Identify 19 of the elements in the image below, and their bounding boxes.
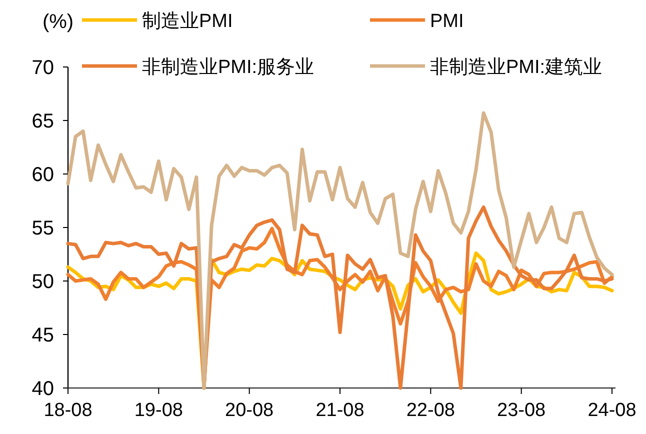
y-tick-label: 70 (32, 57, 54, 79)
y-tick-label: 45 (32, 324, 54, 346)
x-tick-label: 22-08 (406, 400, 455, 421)
x-tick-label: 23-08 (497, 400, 546, 421)
x-tick-label: 19-08 (134, 400, 183, 421)
legend-label: 非制造业PMI:服务业 (142, 57, 314, 78)
y-tick-label: 50 (32, 271, 54, 293)
x-tick-label: 18-08 (44, 400, 92, 421)
legend-label: 非制造业PMI:建筑业 (430, 57, 602, 78)
x-tick-label: 21-08 (316, 400, 364, 421)
y-tick-label: 55 (32, 218, 54, 240)
y-tick-label: 60 (32, 164, 54, 186)
y-tick-label: 65 (32, 110, 54, 132)
y-axis-title: (%) (42, 11, 74, 33)
legend-label: PMI (430, 11, 464, 32)
x-tick-label: 20-08 (225, 400, 274, 421)
x-tick-label: 24-08 (588, 400, 636, 421)
y-tick-label: 40 (32, 378, 54, 400)
legend-label: 制造业PMI (142, 11, 233, 32)
